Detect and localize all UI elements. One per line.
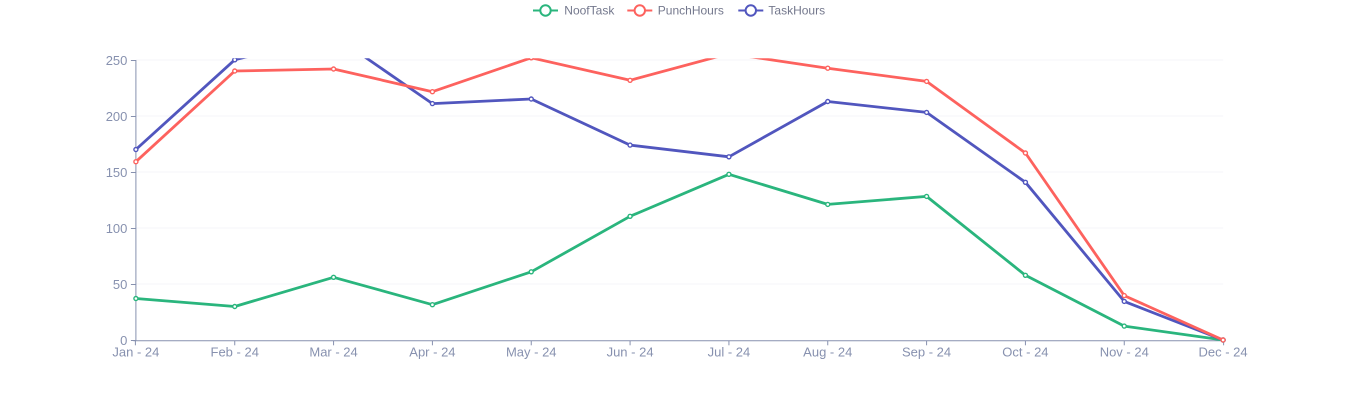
svg-text:100: 100 xyxy=(106,221,128,236)
svg-text:0: 0 xyxy=(120,333,127,348)
svg-text:Jan - 24: Jan - 24 xyxy=(112,344,159,359)
svg-text:Sep - 24: Sep - 24 xyxy=(902,344,951,359)
svg-text:200: 200 xyxy=(106,109,128,124)
svg-text:Aug - 24: Aug - 24 xyxy=(803,344,852,359)
svg-text:Feb - 24: Feb - 24 xyxy=(211,344,259,359)
svg-text:50: 50 xyxy=(113,277,127,292)
svg-text:Jun - 24: Jun - 24 xyxy=(607,344,654,359)
svg-text:Jul - 24: Jul - 24 xyxy=(708,344,751,359)
svg-text:TaskHours: TaskHours xyxy=(768,4,825,18)
svg-text:PunchHours: PunchHours xyxy=(658,4,724,18)
svg-text:May - 24: May - 24 xyxy=(506,344,557,359)
svg-text:250: 250 xyxy=(106,53,128,68)
svg-text:Nov - 24: Nov - 24 xyxy=(1100,344,1149,359)
svg-text:NoofTask: NoofTask xyxy=(564,4,615,18)
svg-text:150: 150 xyxy=(106,165,128,180)
svg-text:Mar - 24: Mar - 24 xyxy=(309,344,357,359)
svg-text:Oct - 24: Oct - 24 xyxy=(1002,344,1048,359)
svg-text:Apr - 24: Apr - 24 xyxy=(409,344,455,359)
svg-text:Dec - 24: Dec - 24 xyxy=(1199,344,1248,359)
